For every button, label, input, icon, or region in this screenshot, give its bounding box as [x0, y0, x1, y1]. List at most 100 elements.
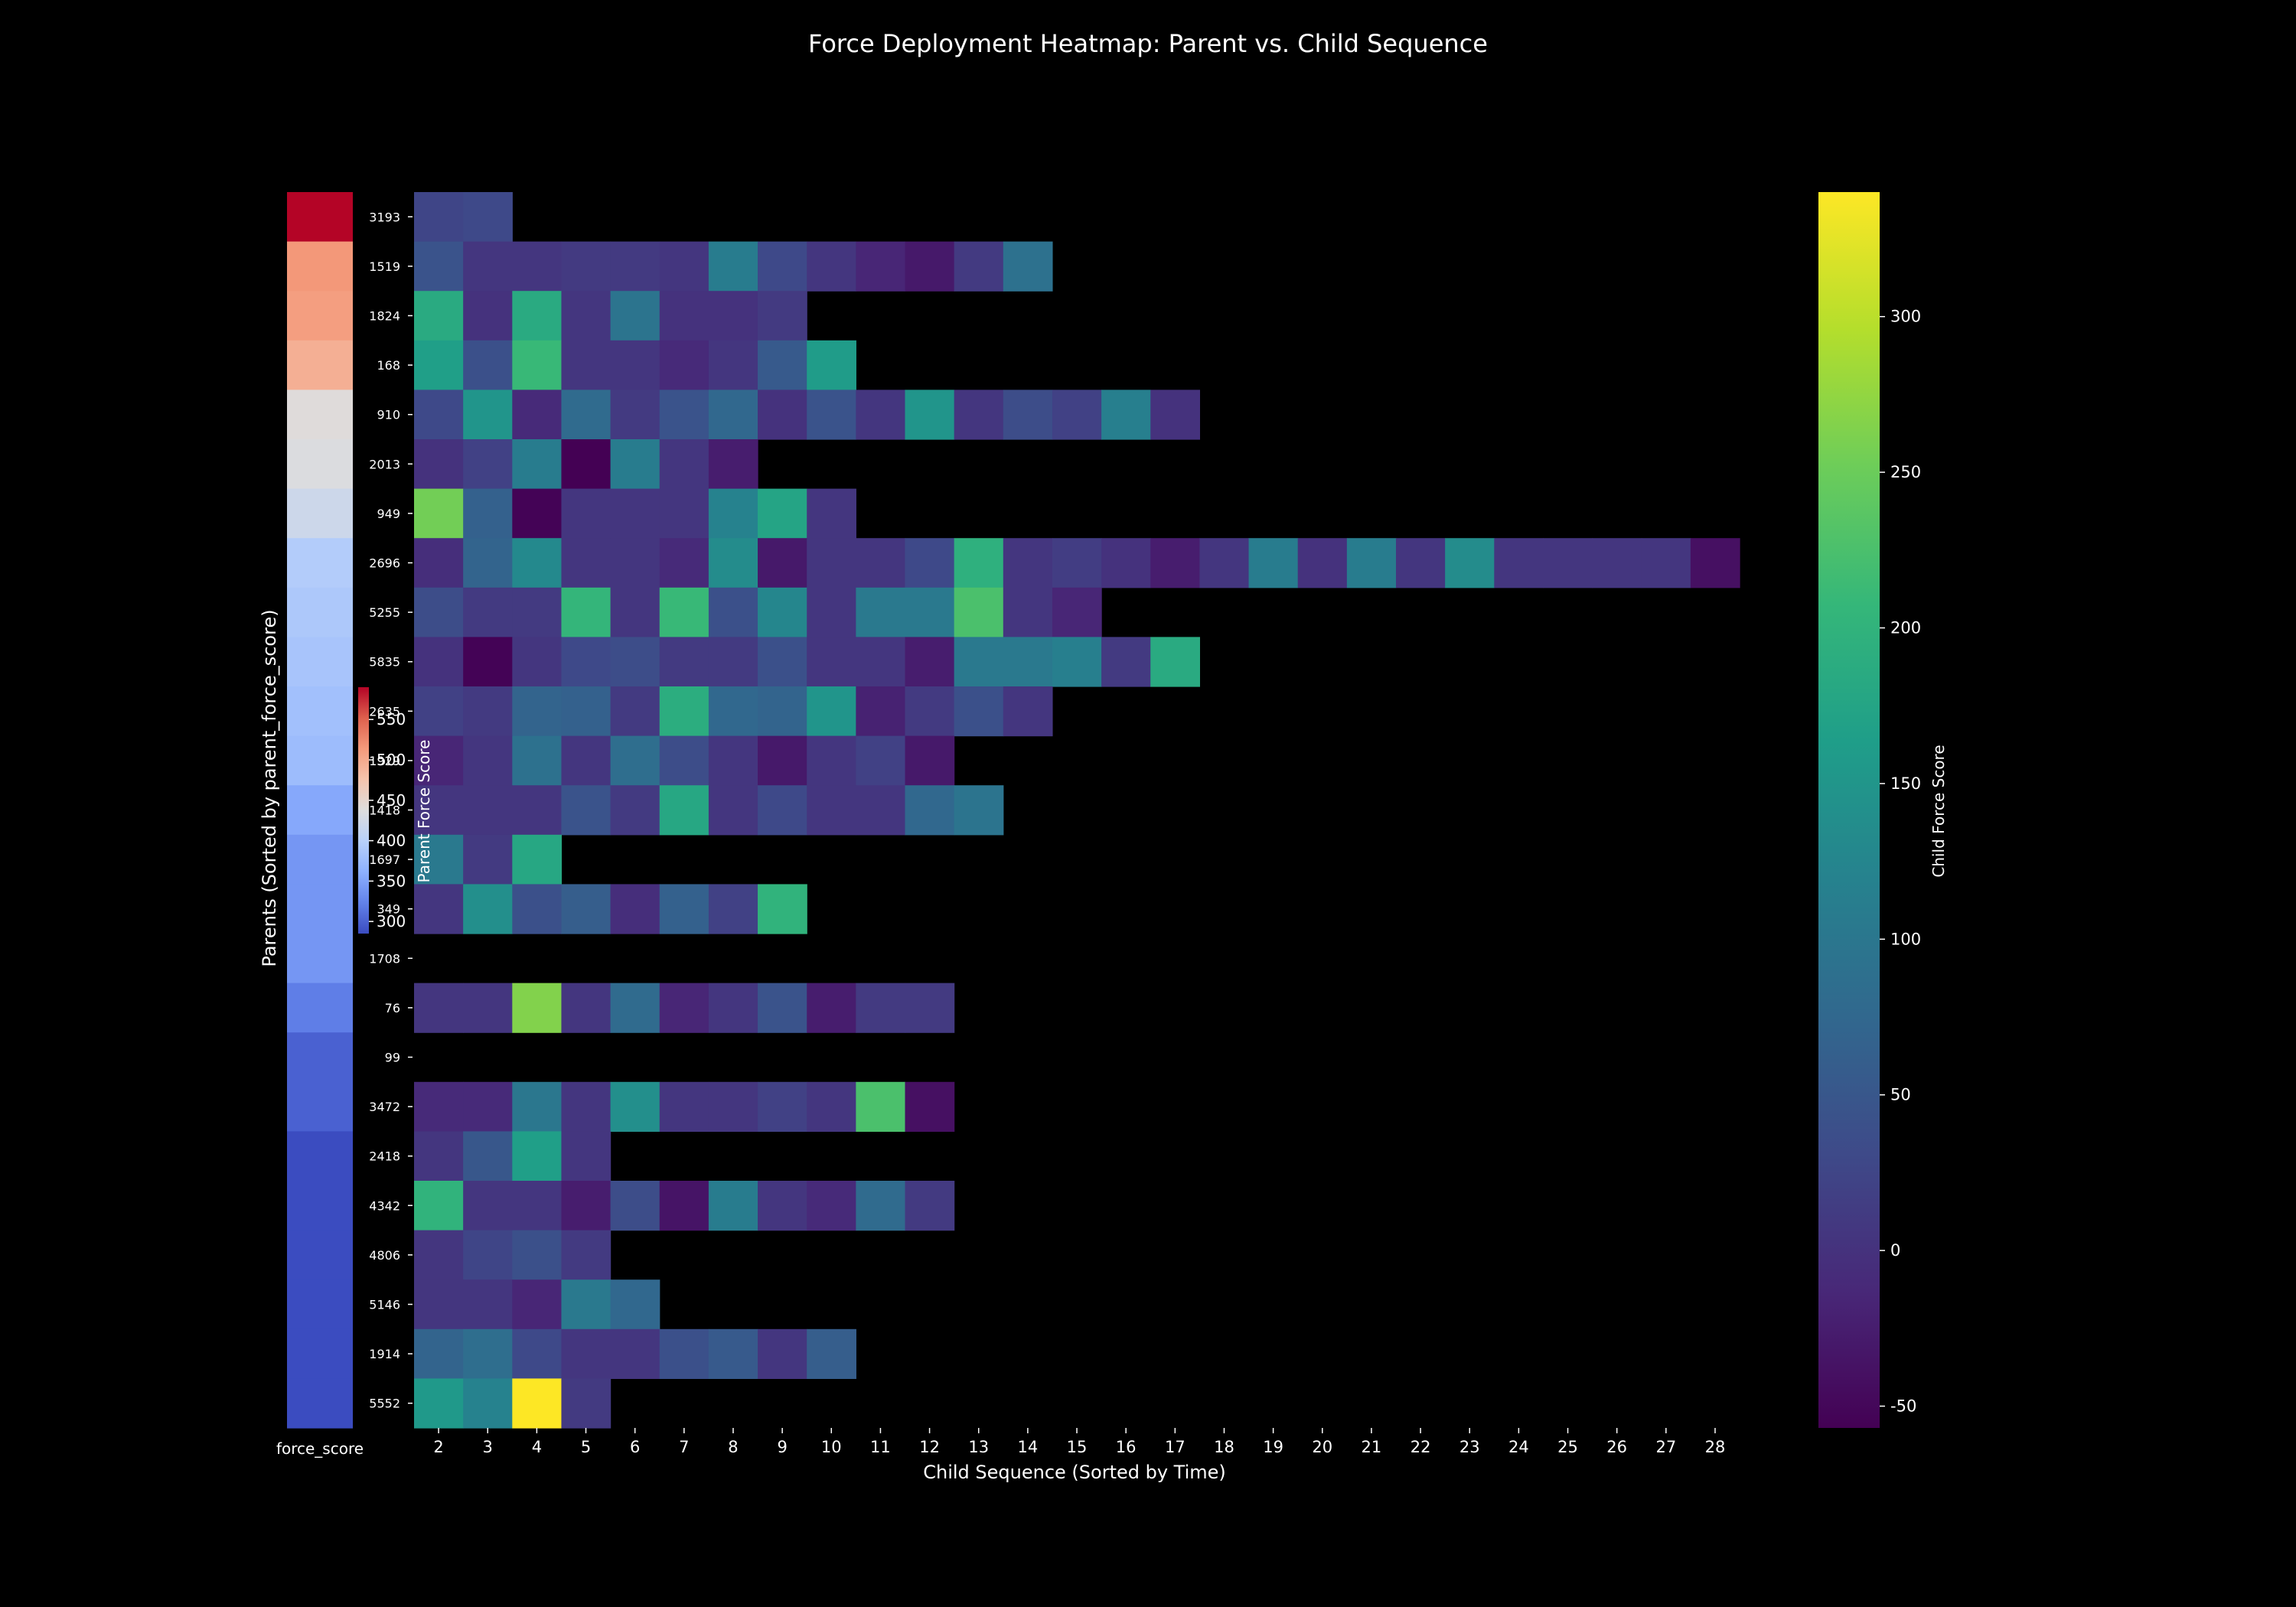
heatmap-cell	[856, 390, 906, 440]
x-tick-label: 4	[532, 1438, 542, 1456]
heatmap-cell	[954, 390, 1004, 440]
colorbar-tick-label: 50	[1890, 1086, 1911, 1104]
parent-score-cell	[287, 1230, 353, 1280]
parent-colorbar-tick-label: 300	[377, 912, 406, 931]
heatmap-cell	[610, 340, 660, 390]
y-tick-label: 4342	[369, 1198, 400, 1213]
heatmap-cell	[708, 587, 758, 637]
x-tick-label: 17	[1165, 1438, 1186, 1456]
x-tick-label: 20	[1312, 1438, 1332, 1456]
heatmap-cell	[758, 538, 807, 588]
y-tick-label: 349	[377, 902, 400, 917]
heatmap-cell	[414, 439, 464, 490]
heatmap-cell	[807, 785, 856, 836]
heatmap-cell	[414, 291, 464, 341]
x-tick-label: 13	[968, 1438, 989, 1456]
x-tick-label: 25	[1557, 1438, 1578, 1456]
heatmap-cell	[758, 735, 807, 786]
parent-score-cell	[287, 1181, 353, 1231]
colorbar-tick-label: -50	[1890, 1397, 1916, 1416]
y-tick-label: 1929	[369, 754, 400, 768]
parent-score-cell	[287, 390, 353, 440]
heatmap-cell	[561, 686, 612, 737]
heatmap-cell	[905, 587, 955, 637]
heatmap-cell	[610, 1081, 660, 1132]
heatmap-cell	[1052, 637, 1102, 687]
parent-score-cell	[287, 1328, 353, 1379]
parent-score-cell	[287, 637, 353, 687]
heatmap-cell	[561, 390, 612, 440]
heatmap-cell	[512, 735, 563, 786]
colorbar-tick-label: 100	[1890, 930, 1921, 948]
heatmap-cell	[561, 735, 612, 786]
heatmap-cell	[561, 785, 612, 836]
colorbar-label: Child Force Score	[1929, 745, 1948, 877]
heatmap-cell	[414, 1230, 464, 1280]
heatmap-cell	[708, 538, 758, 588]
heatmap-cell	[659, 1081, 709, 1132]
heatmap-cell	[414, 735, 464, 786]
parent-score-cell	[287, 934, 353, 984]
y-tick-label: 1914	[369, 1347, 400, 1361]
heatmap-cell	[659, 340, 709, 390]
heatmap-cell	[561, 983, 612, 1033]
parent-score-cell	[287, 735, 353, 786]
heatmap-cell	[610, 785, 660, 836]
x-tick-labels: 2 3 4 5 6 7 8 9 10 11 12 13 14 15 16 17 18 19 20 21 22 23 24 25…	[433, 1428, 1725, 1456]
heatmap-cell	[561, 1230, 612, 1280]
heatmap-cell	[856, 1181, 906, 1231]
y-tick-label: 1697	[369, 852, 400, 867]
heatmap-cell	[905, 241, 955, 292]
heatmap-cell	[463, 1081, 513, 1132]
heatmap-cell	[610, 390, 660, 440]
heatmap-cell	[1396, 538, 1446, 588]
x-tick-label: 22	[1411, 1438, 1431, 1456]
heatmap-cell	[856, 587, 906, 637]
heatmap-cell	[463, 1230, 513, 1280]
heatmap-cell	[561, 241, 612, 292]
heatmap-cell	[463, 390, 513, 440]
heatmap-cell	[659, 983, 709, 1033]
heatmap-cell	[659, 1181, 709, 1231]
heatmap-cells	[414, 192, 1740, 1429]
heatmap-cell	[708, 735, 758, 786]
heatmap-cell	[512, 884, 563, 934]
chart-title: Force Deployment Heatmap: Parent vs. Chi…	[808, 29, 1488, 58]
parent-score-cell	[287, 983, 353, 1033]
heatmap-cell	[512, 291, 563, 341]
y-tick-label: 910	[377, 408, 400, 422]
heatmap-cell	[758, 340, 807, 390]
heatmap-cell	[561, 1181, 612, 1231]
parent-score-cell	[287, 538, 353, 588]
heatmap-cell	[512, 1328, 563, 1379]
heatmap-cell	[610, 735, 660, 786]
heatmap-cell	[905, 983, 955, 1033]
parent-score-cell	[287, 686, 353, 737]
y-tick-label: 2696	[369, 556, 400, 571]
heatmap-cell	[463, 439, 513, 490]
heatmap-cell	[807, 587, 856, 637]
parent-colorbar: 300 350 400 450 500 550	[358, 687, 406, 934]
heatmap-cell	[561, 488, 612, 539]
heatmap-cell	[758, 1328, 807, 1379]
y-tick-label: 5552	[369, 1397, 400, 1411]
y-tick-label: 949	[377, 507, 400, 521]
heatmap-cell	[856, 686, 906, 737]
heatmap-cell	[659, 291, 709, 341]
heatmap-cell	[610, 983, 660, 1033]
x-tick-label: 10	[821, 1438, 842, 1456]
heatmap-cell	[463, 983, 513, 1033]
parent-colorbar-tick-label: 450	[377, 791, 406, 810]
parent-score-cell	[287, 340, 353, 390]
heatmap-cell	[414, 1279, 464, 1330]
heatmap-cell	[463, 340, 513, 390]
heatmap-cell	[561, 439, 612, 490]
y-tick-label: 168	[377, 358, 400, 373]
y-tick-label: 5146	[369, 1298, 400, 1312]
heatmap-cell	[1494, 538, 1544, 588]
heatmap-cell	[414, 587, 464, 637]
heatmap-cell	[1052, 538, 1102, 588]
heatmap-cell	[807, 735, 856, 786]
heatmap-cell	[1101, 390, 1151, 440]
